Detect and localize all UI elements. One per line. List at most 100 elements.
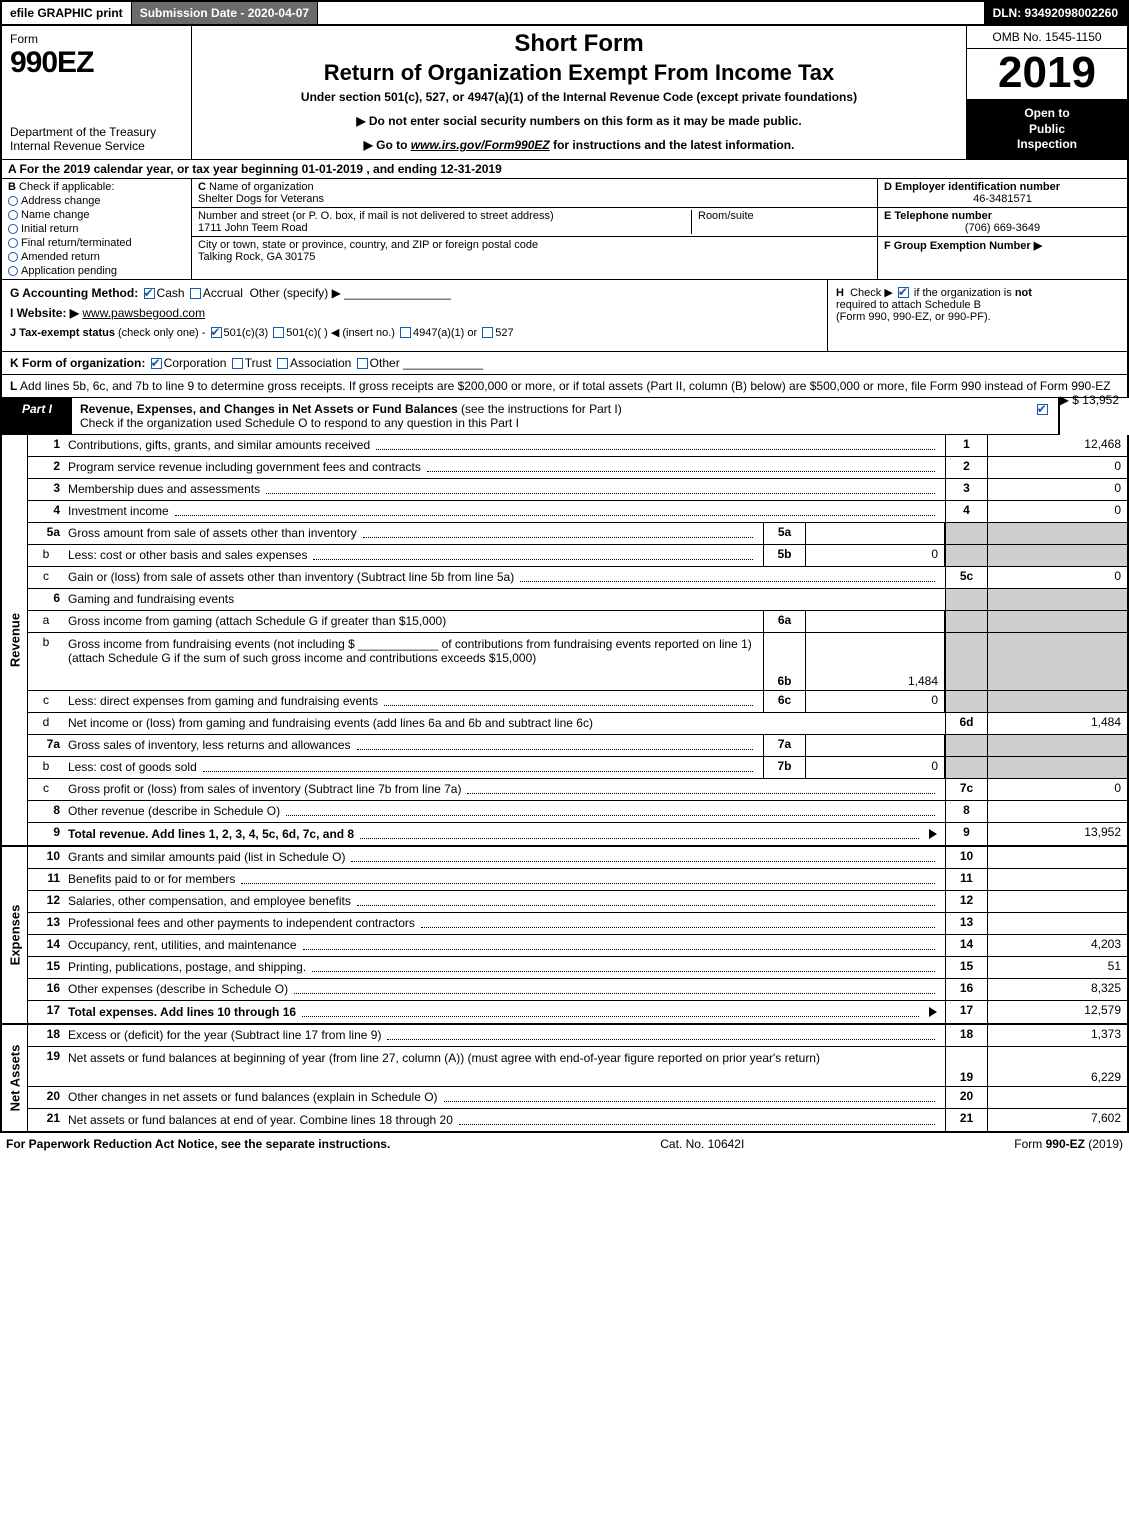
footer-center: Cat. No. 10642I	[390, 1137, 1014, 1151]
footer-left: For Paperwork Reduction Act Notice, see …	[6, 1137, 390, 1151]
ln14-box: 14	[945, 935, 987, 956]
part1-paren: (see the instructions for Part I)	[461, 402, 622, 416]
ln5a-mval	[805, 523, 945, 544]
chk-accrual[interactable]	[190, 288, 201, 299]
ln7b-mbox: 7b	[763, 757, 805, 778]
ln6d-box: 6d	[945, 713, 987, 734]
ln5b-box	[945, 545, 987, 566]
arrow-icon	[929, 1007, 937, 1017]
form-number: 990EZ	[10, 46, 183, 80]
g-label: G Accounting Method:	[10, 286, 138, 300]
ln7b-desc: Less: cost of goods sold	[68, 760, 197, 774]
ln18-val: 1,373	[987, 1025, 1127, 1046]
ln6a-mval	[805, 611, 945, 632]
ln9-val: 13,952	[987, 823, 1127, 845]
ln9-no: 9	[28, 823, 64, 845]
open2: Public	[971, 122, 1123, 138]
notice-ssn: ▶ Do not enter social security numbers o…	[202, 114, 956, 128]
page-footer: For Paperwork Reduction Act Notice, see …	[0, 1133, 1129, 1155]
notice-link: ▶ Go to www.irs.gov/Form990EZ for instru…	[202, 138, 956, 152]
i-label: I Website: ▶	[10, 306, 79, 320]
form-header: Form 990EZ Department of the Treasury In…	[0, 26, 1129, 160]
part1-badge: Part I	[2, 398, 72, 434]
ln19-val: 6,229	[987, 1047, 1127, 1086]
chk-4947[interactable]	[400, 327, 411, 338]
h4: (Form 990, 990-EZ, or 990-PF).	[836, 311, 991, 323]
chk-cash[interactable]	[144, 288, 155, 299]
chk-corp[interactable]	[151, 358, 162, 369]
chk-schedule-o[interactable]	[1037, 404, 1048, 415]
ln18-box: 18	[945, 1025, 987, 1046]
ln19-no: 19	[28, 1047, 64, 1086]
l-text: Add lines 5b, 6c, and 7b to line 9 to de…	[20, 379, 1111, 393]
b-text: Check if applicable:	[19, 181, 114, 193]
chk-amended-return[interactable]: Amended return	[8, 251, 185, 263]
ln9-desc: Total revenue. Add lines 1, 2, 3, 4, 5c,…	[68, 827, 354, 841]
chk-assoc[interactable]	[277, 358, 288, 369]
chk-trust[interactable]	[232, 358, 243, 369]
ln1-box: 1	[945, 435, 987, 456]
ln10-no: 10	[28, 847, 64, 868]
chk-501c3[interactable]	[211, 327, 222, 338]
ln3-box: 3	[945, 479, 987, 500]
dept-treasury: Department of the Treasury	[10, 125, 183, 139]
chk-application-pending[interactable]: Application pending	[8, 265, 185, 277]
ln7b-no: b	[28, 757, 64, 778]
ln5a-val	[987, 523, 1127, 544]
ln6c-no: c	[28, 691, 64, 712]
ln16-box: 16	[945, 979, 987, 1000]
txt-other-org: Other	[370, 356, 400, 370]
chk-initial-return[interactable]: Initial return	[8, 223, 185, 235]
txt-4947: 4947(a)(1) or	[413, 327, 477, 339]
ln6c-mval: 0	[805, 691, 945, 712]
ln7a-val	[987, 735, 1127, 756]
ln7a-no: 7a	[28, 735, 64, 756]
ln6a-val	[987, 611, 1127, 632]
ln13-desc: Professional fees and other payments to …	[68, 916, 415, 930]
ln20-val	[987, 1087, 1127, 1108]
ln16-desc: Other expenses (describe in Schedule O)	[68, 982, 288, 996]
ln6d-val: 1,484	[987, 713, 1127, 734]
ln5a-box	[945, 523, 987, 544]
txt-assoc: Association	[290, 356, 351, 370]
ln7a-mbox: 7a	[763, 735, 805, 756]
row-k: K Form of organization: Corporation Trus…	[0, 352, 1129, 375]
ln8-box: 8	[945, 801, 987, 822]
j-txt: (check only one) -	[118, 327, 205, 339]
ln3-desc: Membership dues and assessments	[68, 482, 260, 496]
txt-trust: Trust	[245, 356, 272, 370]
chk-h[interactable]	[898, 287, 909, 298]
chk-address-change[interactable]: Address change	[8, 195, 185, 207]
l-label: L	[10, 379, 17, 393]
org-name: Shelter Dogs for Veterans	[198, 193, 324, 205]
h-label: H	[836, 287, 844, 299]
irs-link[interactable]: www.irs.gov/Form990EZ	[411, 138, 550, 152]
ln5b-no: b	[28, 545, 64, 566]
ln7c-desc: Gross profit or (loss) from sales of inv…	[68, 782, 461, 796]
part1-sub: Check if the organization used Schedule …	[80, 416, 519, 430]
ln13-no: 13	[28, 913, 64, 934]
ln11-box: 11	[945, 869, 987, 890]
phone-value: (706) 669-3649	[884, 222, 1121, 234]
chk-501c[interactable]	[273, 327, 284, 338]
ln7b-val	[987, 757, 1127, 778]
chk-other-org[interactable]	[357, 358, 368, 369]
chk-final-return[interactable]: Final return/terminated	[8, 237, 185, 249]
website-value[interactable]: www.pawsbegood.com	[82, 306, 205, 320]
chk-name-change[interactable]: Name change	[8, 209, 185, 221]
ln20-no: 20	[28, 1087, 64, 1108]
ln5a-no: 5a	[28, 523, 64, 544]
ln9-box: 9	[945, 823, 987, 845]
ln15-box: 15	[945, 957, 987, 978]
ln12-box: 12	[945, 891, 987, 912]
footer-right: Form 990-EZ (2019)	[1014, 1137, 1123, 1151]
top-bar: efile GRAPHIC print Submission Date - 20…	[0, 0, 1129, 26]
efile-print[interactable]: efile GRAPHIC print	[2, 2, 132, 24]
chk-527[interactable]	[482, 327, 493, 338]
txt-527: 527	[495, 327, 513, 339]
open1: Open to	[971, 106, 1123, 122]
link-post: for instructions and the latest informat…	[550, 138, 795, 152]
netassets-section: Net Assets 18Excess or (deficit) for the…	[0, 1025, 1129, 1133]
ln5c-no: c	[28, 567, 64, 588]
ln3-val: 0	[987, 479, 1127, 500]
